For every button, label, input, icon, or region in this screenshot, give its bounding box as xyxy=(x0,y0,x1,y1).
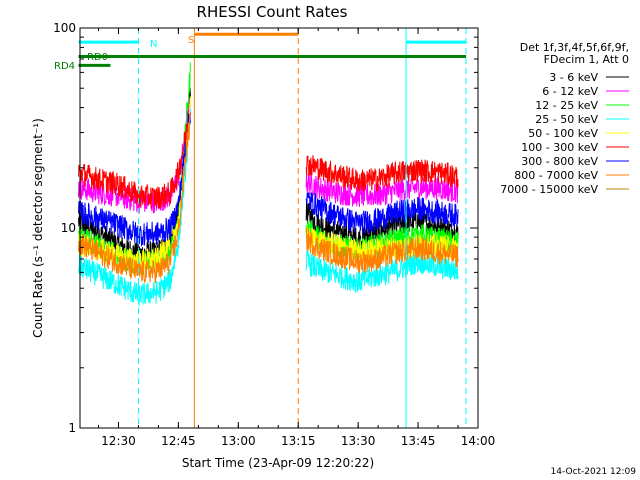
series-trace xyxy=(78,107,191,307)
series-trace xyxy=(78,114,191,284)
legend-label: 100 - 300 keV xyxy=(521,141,598,154)
x-tick-label: 13:15 xyxy=(281,434,316,448)
y-tick-label: 100 xyxy=(53,21,76,35)
x-tick-label: 12:45 xyxy=(161,434,196,448)
series-trace xyxy=(305,227,459,274)
text-layer: RHESSI Count Rates Start Time (23-Apr-09… xyxy=(31,3,636,477)
timestamp: 14-Oct-2021 12:09 xyxy=(551,467,637,477)
series-trace xyxy=(78,112,191,209)
x-tick-label: 13:45 xyxy=(401,434,436,448)
series-trace xyxy=(305,226,459,263)
chart-title: RHESSI Count Rates xyxy=(197,3,348,21)
legend-label: 800 - 7000 keV xyxy=(514,169,598,182)
x-axis-label: Start Time (23-Apr-09 12:20:22) xyxy=(182,456,374,470)
y-tick-label: 10 xyxy=(61,221,76,235)
bar-label: S xyxy=(188,35,194,46)
legend-label: 50 - 100 keV xyxy=(528,127,598,140)
legend-label: 3 - 6 keV xyxy=(549,71,598,84)
series-trace xyxy=(305,191,459,235)
legend-label: 7000 - 15000 keV xyxy=(500,183,598,196)
plot-frame xyxy=(79,27,479,429)
bar-label: RD4 xyxy=(54,61,75,72)
bar-label: N xyxy=(150,39,157,50)
plot-area: N S RD0 RD4 12:30 12:45 13:00 13:15 13:30 13:45 14… xyxy=(53,21,495,448)
legend-label: 12 - 25 keV xyxy=(535,99,598,112)
series-trace xyxy=(78,113,191,247)
series-trace xyxy=(305,155,459,192)
legend-header-line-2: FDecim 1, Att 0 xyxy=(544,53,629,66)
legend-header-line-1: Det 1f,3f,4f,5f,6f,9f, xyxy=(520,41,629,54)
legend-label: 6 - 12 keV xyxy=(542,85,598,98)
y-axis-label: Count Rate (s⁻¹ detector segment⁻¹) xyxy=(31,118,45,338)
x-tick-label: 14:00 xyxy=(461,434,496,448)
y-tick-label: 1 xyxy=(68,421,76,435)
legend-label: 300 - 800 keV xyxy=(521,155,598,168)
x-tick-label: 12:30 xyxy=(101,434,136,448)
bar-label: RD0 xyxy=(87,52,108,63)
x-tick-label: 13:30 xyxy=(341,434,376,448)
legend-label: 25 - 50 keV xyxy=(535,113,598,126)
x-tick-label: 13:00 xyxy=(221,434,256,448)
